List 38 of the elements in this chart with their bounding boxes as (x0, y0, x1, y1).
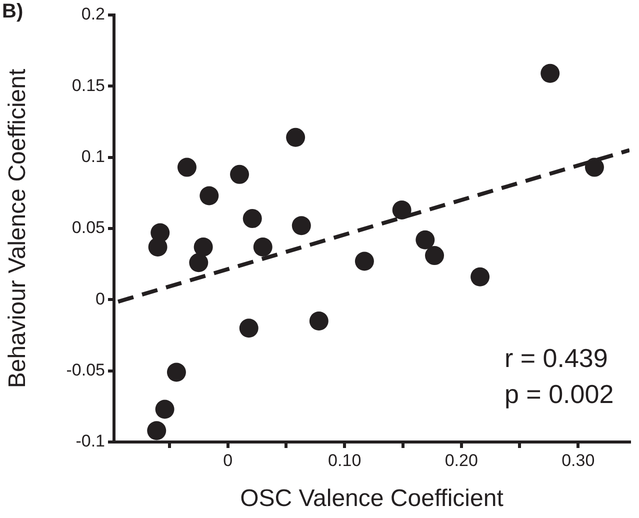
point (239, 318, 258, 338)
annotation: p = 0.002 (504, 379, 614, 409)
point (253, 238, 272, 257)
y-tick-label: 0.2 (81, 4, 105, 24)
point (242, 209, 262, 228)
y-tick-label: 0 (96, 289, 105, 308)
point (540, 64, 560, 83)
y-axis-title: Behaviour Valence Coefficient (4, 68, 32, 388)
point (177, 158, 196, 177)
point (286, 128, 306, 147)
point (309, 312, 328, 331)
point (189, 253, 208, 272)
annotation: r = 0.439 (504, 343, 608, 373)
point (150, 223, 170, 242)
x-tick-label: 0.30 (562, 450, 595, 470)
y-tick-label: 0.15 (72, 76, 105, 95)
point (392, 200, 412, 220)
x-tick-label: 0.10 (328, 450, 362, 470)
point (200, 186, 219, 206)
point (292, 216, 311, 236)
point (230, 164, 250, 184)
y-tick-label: 0.1 (81, 147, 105, 166)
point (194, 238, 213, 257)
point (166, 362, 186, 382)
x-tick-label: 0 (223, 450, 233, 470)
y-tick-label: -0.1 (76, 432, 105, 451)
point (147, 421, 166, 440)
point (425, 246, 444, 266)
point (470, 267, 490, 286)
y-tick-label: 0.05 (72, 218, 105, 238)
x-tick-label: 0.20 (444, 450, 478, 470)
y-tick-label: -0.05 (66, 360, 105, 380)
point (584, 158, 604, 177)
x-axis-title: OSC Valence Coefficient (240, 485, 504, 512)
point (155, 400, 174, 419)
text: B) (2, 0, 24, 23)
point (354, 252, 374, 271)
point (416, 230, 435, 250)
